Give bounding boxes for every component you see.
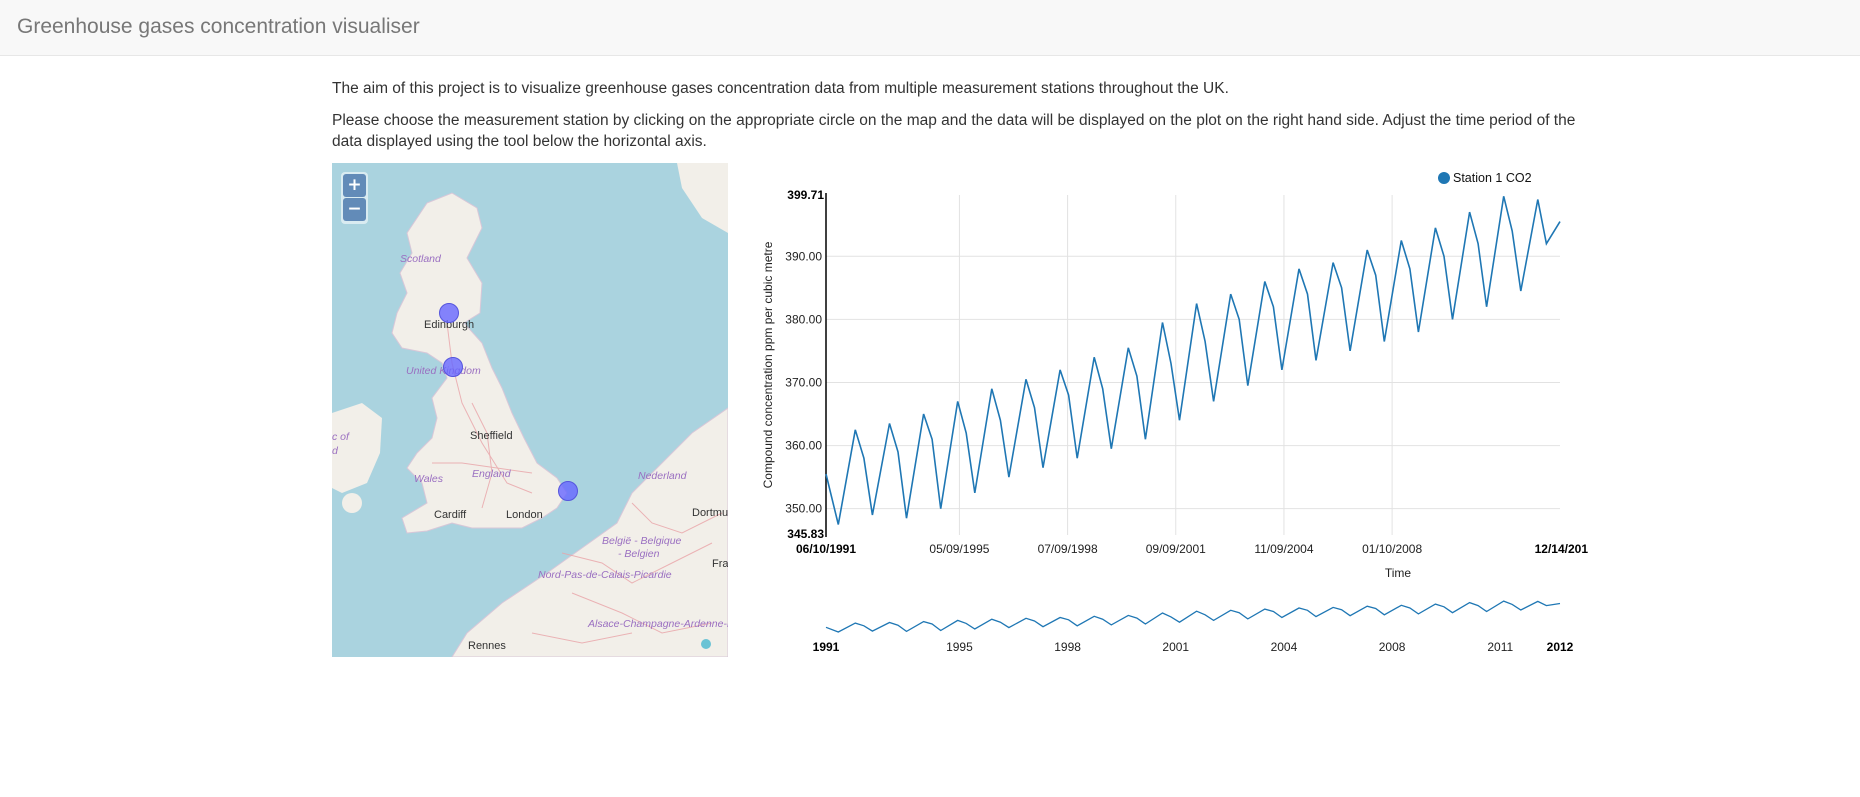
navigator-tick-labels: 1991 1995 1998 2001 2004 2008 2011 2012 — [813, 640, 1574, 654]
y-tick-labels: 350.00 360.00 370.00 380.00 390.00 399.71 345.… — [785, 188, 824, 541]
y-tick-label: 390.00 — [785, 249, 822, 263]
map-label-fra: Fra — [712, 558, 728, 570]
map-marker-dot — [701, 639, 711, 649]
y-tick-label: 350.00 — [785, 502, 822, 516]
brand-title[interactable]: Greenhouse gases concentration visualise… — [17, 15, 420, 38]
station-map[interactable]: + − Scotland Edinburgh United Kingdom Sh… — [332, 163, 728, 657]
x-tick-label: 05/09/1995 — [929, 542, 989, 556]
map-label-nederland: Nederland — [638, 470, 687, 482]
zoom-control: + − — [341, 172, 368, 224]
intro-paragraph-1: The aim of this project is to visualize … — [332, 80, 1229, 97]
station-marker-north-england[interactable] — [443, 357, 463, 377]
x-tick-labels: 05/09/1995 07/09/1998 09/09/2001 11/09/2004… — [796, 542, 1588, 556]
zoom-out-button[interactable]: − — [343, 198, 366, 221]
y-tick-label: 380.00 — [785, 312, 822, 326]
map-label-rennes: Rennes — [468, 640, 506, 652]
isle-landmass — [342, 493, 362, 513]
legend-label: Station 1 CO2 — [1453, 171, 1532, 185]
legend-swatch — [1438, 172, 1450, 184]
navigator-tick-label: 1995 — [946, 640, 973, 654]
navigator-series-line[interactable] — [825, 600, 1561, 633]
europe-landmass — [451, 407, 728, 657]
road-network — [432, 322, 723, 644]
navigator-tick-label: 2012 — [1547, 640, 1574, 654]
map-label-alsace: Alsace-Champagne-Ardenne-Lo — [588, 618, 728, 630]
map-label-london: London — [506, 509, 543, 521]
map-label-wales: Wales — [414, 473, 443, 485]
chart-legend[interactable]: Station 1 CO2 — [1438, 171, 1532, 185]
map-label-sheffield: Sheffield — [470, 430, 513, 442]
series-line-station-1-co2 — [825, 196, 1561, 525]
x-axis-label: Time — [1385, 566, 1412, 580]
great-britain-landmass — [391, 192, 568, 534]
map-label-dortmund: Dortmu — [692, 507, 728, 519]
zoom-in-button[interactable]: + — [343, 174, 366, 197]
chart-svg[interactable]: 350.00 360.00 370.00 380.00 390.00 399.71 345.… — [758, 163, 1588, 673]
station-marker-east-anglia[interactable] — [558, 481, 578, 501]
co2-chart[interactable]: 350.00 360.00 370.00 380.00 390.00 399.71 345.… — [758, 163, 1588, 673]
map-label-nord: Nord-Pas-de-Calais-Picardie — [538, 569, 672, 581]
navigator-tick-label: 2008 — [1379, 640, 1406, 654]
map-label-scotland: Scotland — [400, 253, 441, 265]
navigator-tick-label: 1998 — [1054, 640, 1081, 654]
navigator-tick-label: 1991 — [813, 640, 840, 654]
navbar: Greenhouse gases concentration visualise… — [0, 0, 1860, 56]
y-tick-label: 360.00 — [785, 439, 822, 453]
station-marker-edinburgh[interactable] — [439, 303, 459, 323]
x-tick-label: 07/09/1998 — [1038, 542, 1098, 556]
y-axis-label: Compound concentration ppm per cubic met… — [761, 241, 775, 488]
x-end-label: 12/14/201 — [1535, 542, 1588, 556]
map-label-belgien: - Belgien — [618, 548, 660, 560]
scandinavia-landmass — [677, 163, 728, 233]
navigator-tick-label: 2011 — [1487, 640, 1513, 654]
x-tick-label: 09/09/2001 — [1146, 542, 1206, 556]
navigator-tick-label: 2001 — [1162, 640, 1189, 654]
y-min-label: 345.83 — [787, 527, 824, 541]
y-tick-label: 370.00 — [785, 375, 822, 389]
x-start-label: 06/10/1991 — [796, 542, 856, 556]
intro-paragraph-2: Please choose the measurement station by… — [332, 112, 1576, 150]
map-label-belgie: België - Belgique — [602, 535, 682, 547]
map-label-c-of: c of — [332, 431, 349, 443]
ireland-landmass — [332, 403, 382, 493]
map-label-d: d — [332, 445, 338, 457]
map-label-cardiff: Cardiff — [434, 509, 467, 521]
map-label-england: England — [472, 468, 511, 480]
x-tick-label: 01/10/2008 — [1362, 542, 1422, 556]
map-label-edinburgh: Edinburgh — [424, 319, 475, 331]
navigator-tick-label: 2004 — [1271, 640, 1298, 654]
x-tick-label: 11/09/2004 — [1254, 542, 1313, 556]
map-base[interactable] — [332, 163, 728, 657]
y-max-label: 399.71 — [787, 188, 824, 202]
chart-grid — [826, 195, 1560, 535]
